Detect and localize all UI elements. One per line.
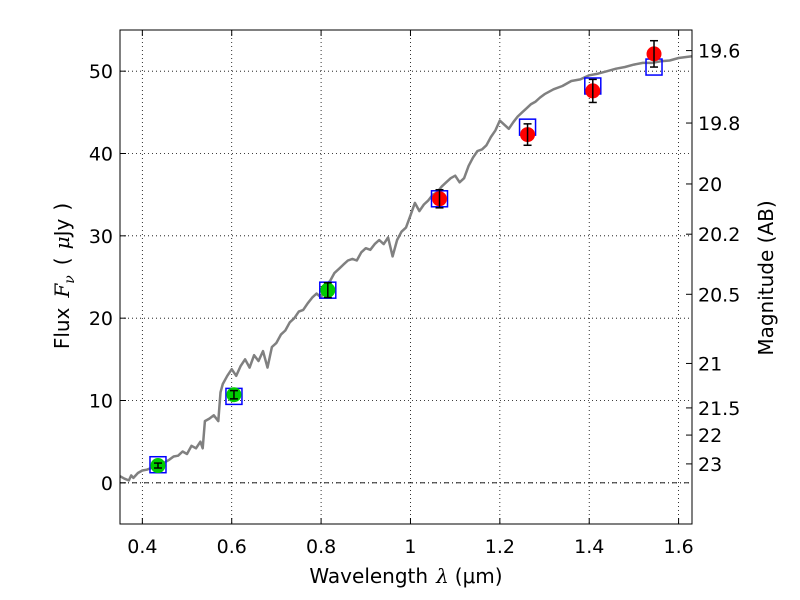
x-tick-label: 1.4 [574, 536, 604, 558]
x-tick-label: 0.4 [127, 536, 157, 558]
y-axis-unit-mu: μ [50, 236, 74, 249]
y-axis-symbol: F [50, 283, 74, 299]
y-tick-label: 20 [89, 308, 113, 330]
y-tick-label: 0 [101, 473, 113, 495]
y-axis-label: Flux Fν ( μJy) [50, 203, 78, 349]
spectrum-layer [119, 55, 693, 482]
x-tick-label: 0.8 [306, 536, 336, 558]
tick-layer: 0.4 0.6 0.8 1 1.2 1.4 1.6 0 10 20 30 40 50 19.6 19.8 20… [89, 30, 740, 558]
y2-tick-label: 19.8 [698, 113, 740, 135]
y2-tick-label: 22 [698, 425, 722, 447]
x-axis-label-text: Wavelength [309, 564, 428, 588]
y2-tick-label: 21.5 [698, 398, 740, 420]
y2-tick-label: 23 [698, 454, 722, 476]
x-axis-symbol: λ [435, 564, 449, 588]
x-axis-unit: (μm) [455, 564, 503, 588]
y2-tick-label: 20.5 [698, 284, 740, 306]
x-tick-label: 1.6 [663, 536, 693, 558]
y-axis-unit-open: ( [50, 257, 74, 265]
y2-tick-label: 19.6 [698, 41, 740, 63]
y-axis-label-text: Flux [50, 307, 74, 349]
y2-tick-label: 20.2 [698, 224, 740, 246]
y2-axis-label: Magnitude (AB) [754, 200, 778, 355]
x-axis-label: Wavelength λ (μm) [309, 564, 502, 588]
y-tick-label: 50 [89, 61, 113, 83]
y-tick-label: 40 [89, 144, 113, 166]
x-tick-label: 0.6 [217, 536, 247, 558]
y-tick-label: 10 [89, 391, 113, 413]
y-tick-label: 30 [89, 226, 113, 248]
x-tick-label: 1.2 [485, 536, 515, 558]
y-axis-unit-rest: Jy [50, 218, 74, 238]
y-axis-unit-close: ) [50, 203, 74, 211]
photometry-layer [149, 39, 663, 474]
plot-frame [119, 29, 693, 525]
y2-tick-label: 21 [698, 353, 722, 375]
x-tick-label: 1 [404, 536, 416, 558]
spectrum-line [119, 55, 693, 482]
y2-tick-label: 20 [698, 174, 722, 196]
y-axis-subscript: ν [62, 275, 78, 284]
